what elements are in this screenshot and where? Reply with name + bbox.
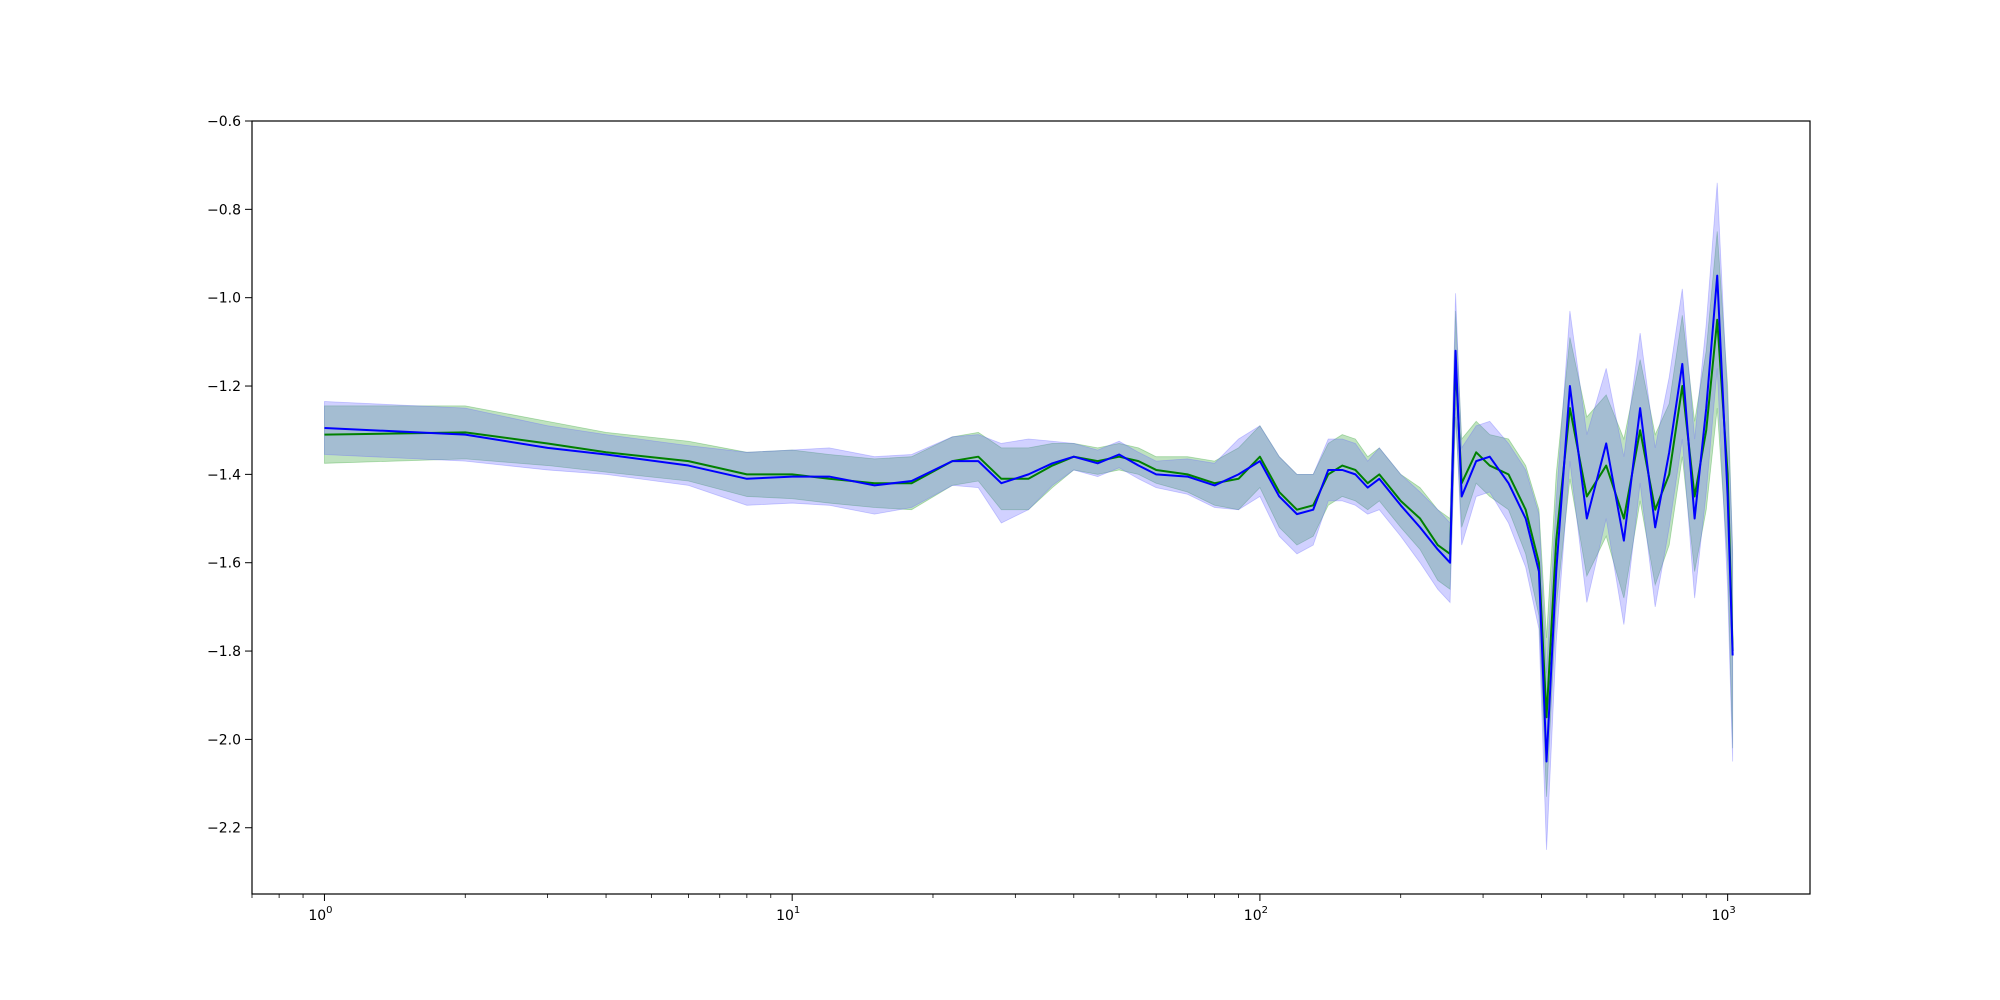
y-tick-label: −1.6 [207, 556, 241, 572]
x-tick-label: 101 [776, 905, 800, 924]
axes-frame [251, 120, 1811, 895]
y-tick-label: −1.2 [207, 379, 241, 395]
x-tick-label: 103 [1712, 905, 1736, 924]
plot-area [324, 182, 1734, 850]
y-tick-label: −2.0 [207, 732, 241, 748]
series-1-line [324, 274, 1734, 763]
y-tick-label: −1.8 [207, 644, 241, 660]
y-tick-label: −2.2 [207, 821, 241, 837]
y-axis: −0.6 −0.8 −1.0 −1.2 −1.4 −1.6 −1.8 −2.0 −2.2 [207, 114, 252, 837]
y-tick-label: −1.0 [207, 291, 241, 307]
y-tick-label: −0.6 [207, 114, 241, 130]
x-tick-label: 100 [308, 905, 332, 924]
x-axis: 100 101 102 103 [251, 894, 1736, 924]
x-tick-label: 102 [1244, 905, 1268, 924]
y-tick-label: −0.8 [207, 202, 241, 218]
y-tick-label: −1.4 [207, 467, 241, 483]
